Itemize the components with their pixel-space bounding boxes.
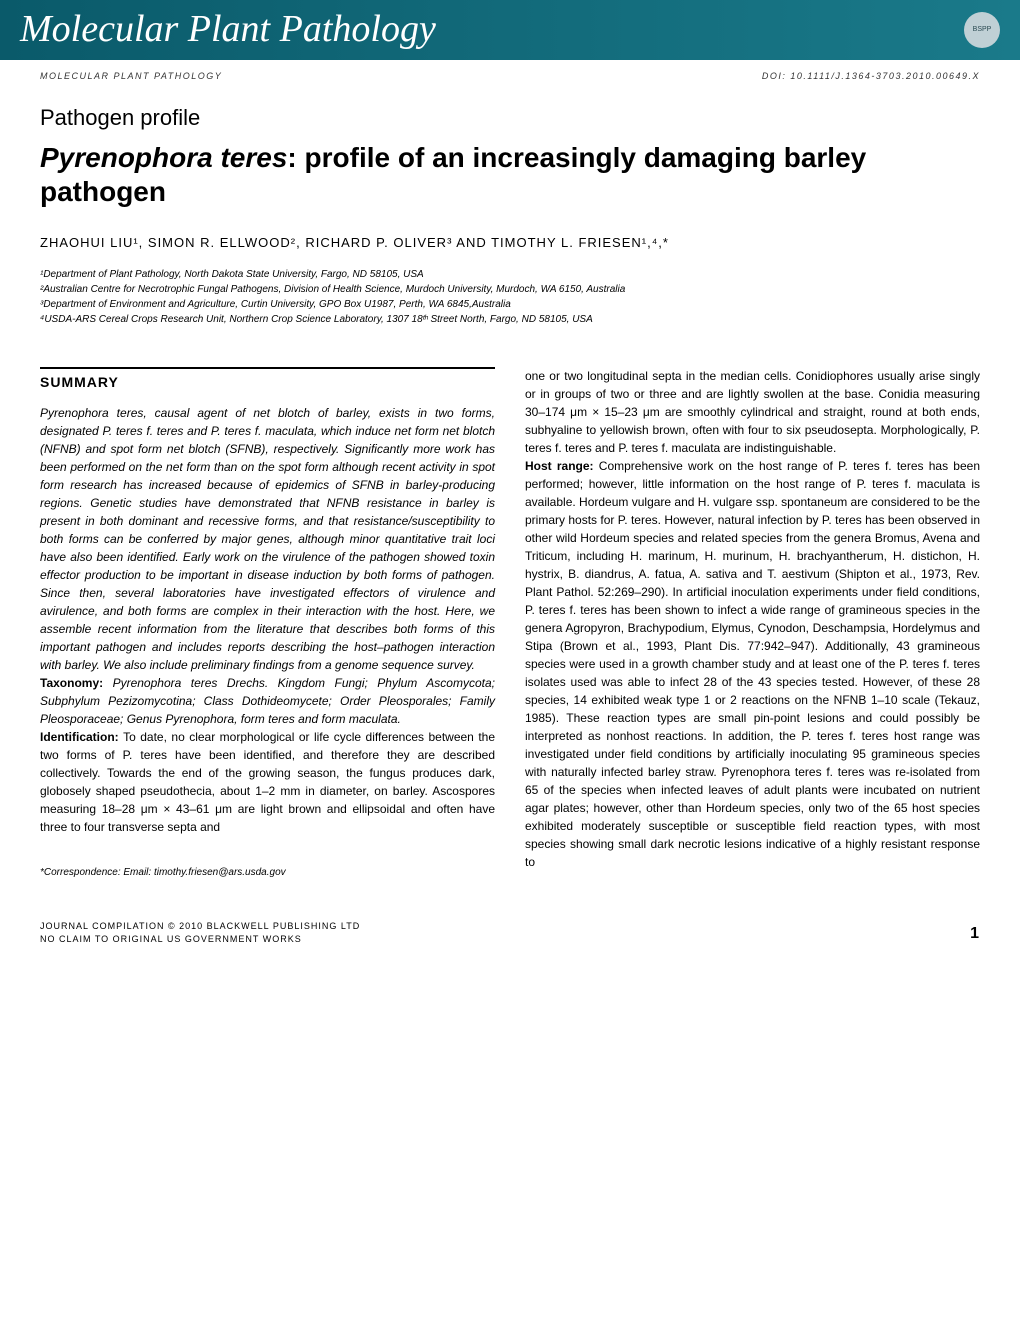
article-title: Pyrenophora teres: profile of an increas… bbox=[40, 141, 980, 208]
journal-header-banner: Molecular Plant Pathology BSPP bbox=[0, 0, 1020, 60]
doi-text: DOI: 10.1111/J.1364-3703.2010.00649.X bbox=[762, 70, 980, 83]
footer-line-2: NO CLAIM TO ORIGINAL US GOVERNMENT WORKS bbox=[40, 933, 360, 946]
page-number: 1 bbox=[970, 923, 980, 945]
title-species: Pyrenophora teres bbox=[40, 142, 287, 173]
affiliations: ¹Department of Plant Pathology, North Da… bbox=[40, 267, 980, 327]
left-column: SUMMARY Pyrenophora teres, causal agent … bbox=[40, 367, 495, 881]
footer-copyright: JOURNAL COMPILATION © 2010 BLACKWELL PUB… bbox=[40, 920, 360, 945]
article-type: Pathogen profile bbox=[40, 103, 980, 134]
sub-header: MOLECULAR PLANT PATHOLOGY DOI: 10.1111/J… bbox=[0, 60, 1020, 83]
affiliation-1: ¹Department of Plant Pathology, North Da… bbox=[40, 267, 980, 282]
page-footer: JOURNAL COMPILATION © 2010 BLACKWELL PUB… bbox=[0, 900, 1020, 975]
two-column-layout: SUMMARY Pyrenophora teres, causal agent … bbox=[40, 367, 980, 881]
summary-heading: SUMMARY bbox=[40, 367, 495, 393]
identification-label: Identification: bbox=[40, 730, 123, 744]
summary-paragraph-1: Pyrenophora teres, causal agent of net b… bbox=[40, 404, 495, 674]
article-content: Pathogen profile Pyrenophora teres: prof… bbox=[0, 83, 1020, 901]
affiliation-2: ²Australian Centre for Necrotrophic Fung… bbox=[40, 282, 980, 297]
hostrange-paragraph: Host range: Comprehensive work on the ho… bbox=[525, 457, 980, 871]
col2-continuation: one or two longitudinal septa in the med… bbox=[525, 367, 980, 457]
hostrange-text: Comprehensive work on the host range of … bbox=[525, 459, 980, 869]
bspp-logo-icon: BSPP bbox=[964, 12, 1000, 48]
taxonomy-paragraph: Taxonomy: Pyrenophora teres Drechs. King… bbox=[40, 674, 495, 728]
right-column: one or two longitudinal septa in the med… bbox=[525, 367, 980, 881]
taxonomy-label: Taxonomy: bbox=[40, 676, 113, 690]
authors-list: ZHAOHUI LIU¹, SIMON R. ELLWOOD², RICHARD… bbox=[40, 234, 980, 252]
summary-p1-text: Pyrenophora teres, causal agent of net b… bbox=[40, 406, 495, 672]
correspondence-note: *Correspondence: Email: timothy.friesen@… bbox=[40, 866, 495, 880]
bspp-label: BSPP bbox=[973, 25, 992, 35]
affiliation-4: ⁴USDA-ARS Cereal Crops Research Unit, No… bbox=[40, 312, 980, 327]
journal-name-small: MOLECULAR PLANT PATHOLOGY bbox=[40, 70, 222, 83]
affiliation-3: ³Department of Environment and Agricultu… bbox=[40, 297, 980, 312]
summary-body-left: Pyrenophora teres, causal agent of net b… bbox=[40, 404, 495, 836]
footer-line-1: JOURNAL COMPILATION © 2010 BLACKWELL PUB… bbox=[40, 920, 360, 933]
journal-name: Molecular Plant Pathology bbox=[20, 3, 436, 56]
identification-paragraph: Identification: To date, no clear morpho… bbox=[40, 728, 495, 836]
identification-text: To date, no clear morphological or life … bbox=[40, 730, 495, 834]
hostrange-label: Host range: bbox=[525, 459, 599, 473]
summary-body-right: one or two longitudinal septa in the med… bbox=[525, 367, 980, 871]
